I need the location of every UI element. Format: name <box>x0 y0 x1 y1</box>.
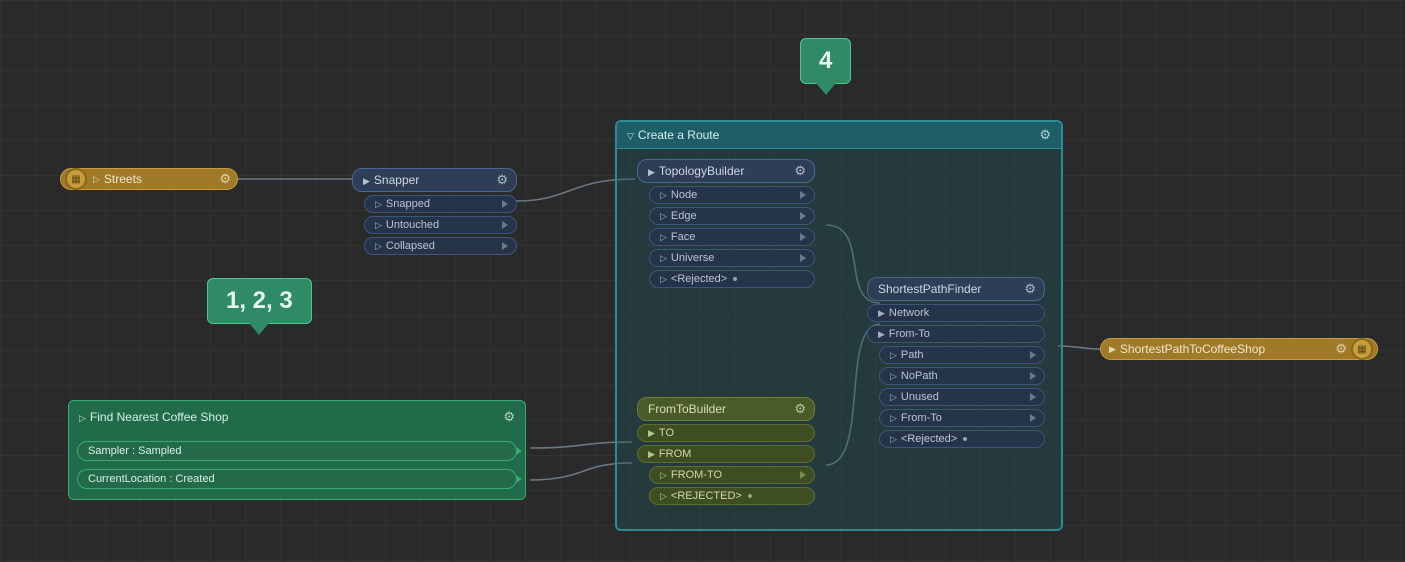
node-fromtobuilder[interactable]: FromToBuilder ⚙ ▶TO ▶FROM ▷FROM-TO ▷<REJ… <box>637 397 815 505</box>
group-title: Find Nearest Coffee Shop <box>90 410 229 424</box>
port-fromto[interactable]: ▷FROM-TO <box>649 466 815 484</box>
port-label: Universe <box>671 252 714 264</box>
dataset-icon: ▦ <box>1351 338 1373 360</box>
port-unused[interactable]: ▷Unused <box>879 388 1045 406</box>
node-snapper[interactable]: ▶ Snapper ⚙ ▷Snapped ▷Untouched ▷Collapse… <box>352 168 517 255</box>
port-label: FROM-TO <box>671 469 722 481</box>
gear-icon[interactable]: ⚙ <box>1039 127 1051 143</box>
port-untouched[interactable]: ▷Untouched <box>364 216 517 234</box>
port-fromto-out[interactable]: ▷From-To <box>879 409 1045 427</box>
input-port-icon: ▶ <box>1109 344 1116 355</box>
port-label: Collapsed <box>386 240 435 252</box>
port-label: <Rejected> <box>671 273 727 285</box>
port-face[interactable]: ▷Face <box>649 228 815 246</box>
port-label: Path <box>901 349 924 361</box>
port-label: Face <box>671 231 695 243</box>
port-universe[interactable]: ▷Universe <box>649 249 815 267</box>
reader-label: Streets <box>104 172 142 186</box>
port-rejected[interactable]: ▷<REJECTED> <box>649 487 815 505</box>
writer-shortestpath[interactable]: ▶ ShortestPathToCoffeeShop ⚙ ▦ <box>1100 338 1378 360</box>
port-label: <REJECTED> <box>671 490 742 502</box>
input-port-icon: ▶ <box>648 167 655 177</box>
node-title: FromToBuilder <box>648 402 726 416</box>
input-to[interactable]: ▶TO <box>637 424 815 442</box>
collapse-icon[interactable]: ▽ <box>627 131 634 141</box>
node-header[interactable]: ShortestPathFinder ⚙ <box>867 277 1045 301</box>
node-title: ShortestPathFinder <box>878 282 981 296</box>
node-shortestpathfinder[interactable]: ShortestPathFinder ⚙ ▶Network ▶From-To ▷… <box>867 277 1045 448</box>
port-label: NoPath <box>901 370 938 382</box>
node-header[interactable]: FromToBuilder ⚙ <box>637 397 815 421</box>
port-label: From-To <box>889 328 930 340</box>
reader-streets[interactable]: ▦ ▷ Streets ⚙ <box>60 168 238 190</box>
gear-icon[interactable]: ⚙ <box>219 171 231 187</box>
input-port-icon: ▶ <box>363 176 370 186</box>
node-header[interactable]: ▶ Snapper ⚙ <box>352 168 517 192</box>
port-label: TO <box>659 427 674 439</box>
port-label: From-To <box>901 412 942 424</box>
port-collapsed[interactable]: ▷Collapsed <box>364 237 517 255</box>
bar-label: Sampler : Sampled <box>88 445 182 457</box>
input-fromto[interactable]: ▶From-To <box>867 325 1045 343</box>
expand-icon[interactable]: ▷ <box>79 413 86 423</box>
node-title: Snapper <box>374 173 419 187</box>
node-topologybuilder[interactable]: ▶ TopologyBuilder ⚙ ▷Node ▷Edge ▷Face ▷Un… <box>637 159 815 288</box>
port-label: Snapped <box>386 198 430 210</box>
writer-label: ShortestPathToCoffeeShop <box>1120 342 1265 356</box>
node-header[interactable]: ▶ TopologyBuilder ⚙ <box>637 159 815 183</box>
group-title: Create a Route <box>638 128 719 142</box>
port-label: Untouched <box>386 219 439 231</box>
gear-icon[interactable]: ⚙ <box>794 401 806 417</box>
port-label: Unused <box>901 391 939 403</box>
expand-icon: ▷ <box>93 174 100 185</box>
output-sampler[interactable]: Sampler : Sampled <box>77 441 517 461</box>
gear-icon[interactable]: ⚙ <box>1024 281 1036 297</box>
port-rejected[interactable]: ▷<Rejected> <box>879 430 1045 448</box>
port-path[interactable]: ▷Path <box>879 346 1045 364</box>
port-edge[interactable]: ▷Edge <box>649 207 815 225</box>
gear-icon[interactable]: ⚙ <box>503 409 515 425</box>
port-label: Edge <box>671 210 697 222</box>
port-label: FROM <box>659 448 691 460</box>
port-rejected[interactable]: ▷<Rejected> <box>649 270 815 288</box>
port-snapped[interactable]: ▷Snapped <box>364 195 517 213</box>
output-currentlocation[interactable]: CurrentLocation : Created <box>77 469 517 489</box>
dataset-icon: ▦ <box>65 168 87 190</box>
gear-icon[interactable]: ⚙ <box>496 172 508 188</box>
port-nopath[interactable]: ▷NoPath <box>879 367 1045 385</box>
input-network[interactable]: ▶Network <box>867 304 1045 322</box>
port-label: Network <box>889 307 929 319</box>
callout-123: 1, 2, 3 <box>207 278 312 324</box>
gear-icon[interactable]: ⚙ <box>1335 341 1347 357</box>
gear-icon[interactable]: ⚙ <box>794 163 806 179</box>
group-find-nearest[interactable]: ▷ Find Nearest Coffee Shop ⚙ Sampler : Sa… <box>68 400 526 500</box>
callout-4: 4 <box>800 38 851 84</box>
group-create-route[interactable]: ▽ Create a Route ⚙ ▶ TopologyBuilder ⚙ ▷No… <box>615 120 1063 531</box>
group-body: ▶ TopologyBuilder ⚙ ▷Node ▷Edge ▷Face ▷Un… <box>617 149 1061 529</box>
port-label: Node <box>671 189 697 201</box>
port-label: <Rejected> <box>901 433 957 445</box>
input-from[interactable]: ▶FROM <box>637 445 815 463</box>
port-node[interactable]: ▷Node <box>649 186 815 204</box>
node-title: TopologyBuilder <box>659 164 744 178</box>
bar-label: CurrentLocation : Created <box>88 473 215 485</box>
